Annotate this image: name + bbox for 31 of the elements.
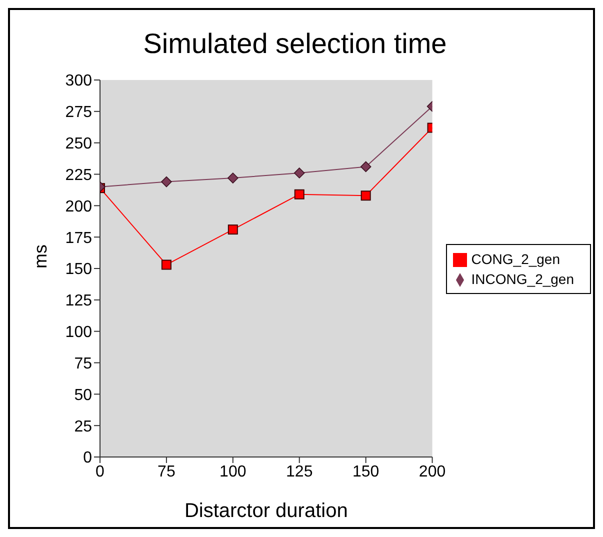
point: [360, 161, 372, 172]
y-tick-label: 175: [65, 230, 92, 247]
y-tick-label: 275: [65, 104, 92, 122]
legend-label: INCONG_2_gen: [471, 270, 574, 286]
point: [360, 190, 371, 201]
y-tick-label: 100: [65, 324, 92, 342]
y-tick-label: 250: [65, 136, 92, 153]
point: [294, 189, 304, 200]
y-tick-label: 0: [83, 450, 92, 467]
x-tick-label: 100: [220, 463, 246, 480]
y-tick-label: 75: [74, 355, 92, 372]
y-axis-title: ms: [30, 244, 50, 268]
y-tick-label: 225: [65, 166, 92, 184]
x-tick-label: 200: [418, 463, 446, 480]
chart-title: Simulated selection time: [142, 28, 448, 60]
x-tick-label: 0: [96, 463, 105, 480]
x-axis-title: Distarctor duration: [184, 500, 348, 522]
y-tick-label: 50: [74, 386, 92, 404]
legend-label: CONG_2_gen: [471, 250, 560, 266]
x-tick-label: 75: [158, 463, 176, 480]
point: [228, 224, 238, 235]
y-tick-label: 150: [65, 261, 92, 278]
y-tick-label: 200: [65, 198, 92, 216]
x-tick-label: 125: [286, 463, 313, 480]
point: [161, 176, 172, 188]
point: [228, 172, 238, 184]
y-tick-label: 125: [65, 292, 92, 310]
y-tick-label: 25: [74, 418, 92, 436]
point: [294, 168, 305, 178]
x-tick-label: 150: [352, 463, 380, 480]
y-tick-label: 300: [65, 72, 92, 90]
